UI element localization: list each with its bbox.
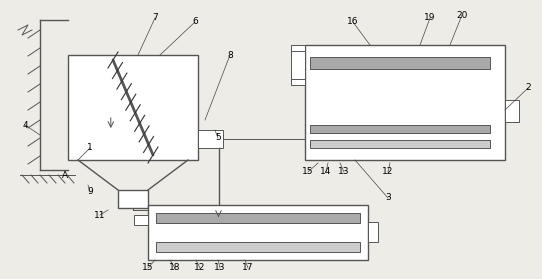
Text: 12: 12 [195, 263, 205, 273]
Bar [134, 215, 148, 225]
Text: 16: 16 [347, 18, 359, 27]
Text: 19: 19 [424, 13, 436, 23]
Text: 1: 1 [87, 143, 93, 153]
Text: 9: 9 [87, 187, 93, 196]
Bar [156, 213, 360, 223]
Bar [505, 100, 519, 122]
Text: 18: 18 [169, 263, 180, 273]
Bar [368, 222, 378, 242]
Text: 12: 12 [382, 167, 393, 177]
Bar [305, 45, 505, 160]
Bar [198, 130, 223, 148]
Text: 2: 2 [525, 83, 531, 93]
Bar [118, 190, 148, 208]
Bar [310, 140, 490, 148]
Text: 14: 14 [320, 167, 332, 177]
Text: 15: 15 [302, 167, 314, 177]
Bar [148, 205, 368, 260]
Text: 11: 11 [94, 210, 106, 220]
Text: 4: 4 [22, 121, 28, 129]
Text: 3: 3 [385, 194, 391, 203]
Text: 13: 13 [214, 263, 226, 273]
Bar [291, 45, 305, 85]
Bar [310, 57, 490, 69]
Text: A: A [62, 170, 68, 179]
Bar [156, 242, 360, 252]
Text: 6: 6 [192, 18, 198, 27]
Text: 20: 20 [456, 11, 468, 20]
Text: 13: 13 [338, 167, 350, 177]
Text: 8: 8 [227, 50, 233, 59]
Bar [310, 125, 490, 133]
Text: 17: 17 [242, 263, 254, 273]
Bar [68, 55, 198, 160]
Text: 7: 7 [152, 13, 158, 23]
Text: 15: 15 [142, 263, 154, 273]
Text: 5: 5 [215, 133, 221, 143]
